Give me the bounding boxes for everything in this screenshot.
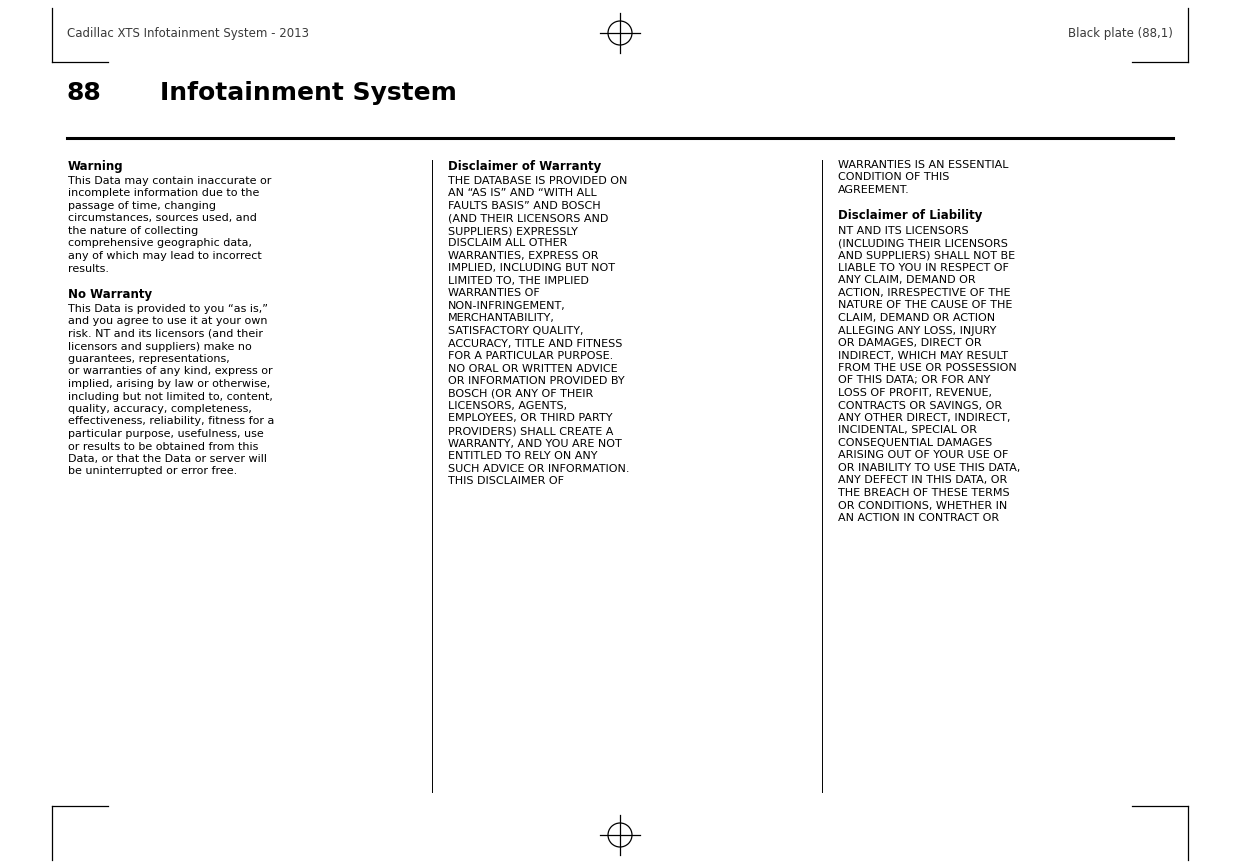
Text: FAULTS BASIS” AND BOSCH: FAULTS BASIS” AND BOSCH <box>448 201 600 211</box>
Text: INDIRECT, WHICH MAY RESULT: INDIRECT, WHICH MAY RESULT <box>838 351 1008 360</box>
Text: Infotainment System: Infotainment System <box>160 81 456 105</box>
Text: OR INFORMATION PROVIDED BY: OR INFORMATION PROVIDED BY <box>448 376 625 386</box>
Text: OR DAMAGES, DIRECT OR: OR DAMAGES, DIRECT OR <box>838 338 982 348</box>
Text: IMPLIED, INCLUDING BUT NOT: IMPLIED, INCLUDING BUT NOT <box>448 264 615 273</box>
Text: NT AND ITS LICENSORS: NT AND ITS LICENSORS <box>838 226 968 235</box>
Text: incomplete information due to the: incomplete information due to the <box>68 188 259 199</box>
Text: AN ACTION IN CONTRACT OR: AN ACTION IN CONTRACT OR <box>838 513 999 523</box>
Text: This Data is provided to you “as is,”: This Data is provided to you “as is,” <box>68 304 268 314</box>
Text: the nature of collecting: the nature of collecting <box>68 226 198 236</box>
Text: NO ORAL OR WRITTEN ADVICE: NO ORAL OR WRITTEN ADVICE <box>448 364 618 373</box>
Text: results.: results. <box>68 264 109 273</box>
Text: This Data may contain inaccurate or: This Data may contain inaccurate or <box>68 176 272 186</box>
Text: SUCH ADVICE OR INFORMATION.: SUCH ADVICE OR INFORMATION. <box>448 464 630 474</box>
Text: AGREEMENT.: AGREEMENT. <box>838 185 910 195</box>
Text: 88: 88 <box>67 81 102 105</box>
Text: CONSEQUENTIAL DAMAGES: CONSEQUENTIAL DAMAGES <box>838 438 992 448</box>
Text: NON-INFRINGEMENT,: NON-INFRINGEMENT, <box>448 301 565 311</box>
Text: (INCLUDING THEIR LICENSORS: (INCLUDING THEIR LICENSORS <box>838 238 1008 248</box>
Text: ACTION, IRRESPECTIVE OF THE: ACTION, IRRESPECTIVE OF THE <box>838 288 1011 298</box>
Text: FROM THE USE OR POSSESSION: FROM THE USE OR POSSESSION <box>838 363 1017 373</box>
Text: SATISFACTORY QUALITY,: SATISFACTORY QUALITY, <box>448 326 584 336</box>
Text: LOSS OF PROFIT, REVENUE,: LOSS OF PROFIT, REVENUE, <box>838 388 992 398</box>
Text: quality, accuracy, completeness,: quality, accuracy, completeness, <box>68 404 252 414</box>
Text: Warning: Warning <box>68 160 124 173</box>
Text: implied, arising by law or otherwise,: implied, arising by law or otherwise, <box>68 379 270 389</box>
Text: THE DATABASE IS PROVIDED ON: THE DATABASE IS PROVIDED ON <box>448 176 627 186</box>
Text: and you agree to use it at your own: and you agree to use it at your own <box>68 317 268 326</box>
Text: or results to be obtained from this: or results to be obtained from this <box>68 442 258 451</box>
Text: DISCLAIM ALL OTHER: DISCLAIM ALL OTHER <box>448 239 568 248</box>
Text: ACCURACY, TITLE AND FITNESS: ACCURACY, TITLE AND FITNESS <box>448 339 622 348</box>
Text: particular purpose, usefulness, use: particular purpose, usefulness, use <box>68 429 264 439</box>
Text: LIABLE TO YOU IN RESPECT OF: LIABLE TO YOU IN RESPECT OF <box>838 263 1009 273</box>
Text: ANY CLAIM, DEMAND OR: ANY CLAIM, DEMAND OR <box>838 275 976 286</box>
Text: comprehensive geographic data,: comprehensive geographic data, <box>68 239 252 248</box>
Text: including but not limited to, content,: including but not limited to, content, <box>68 391 273 402</box>
Text: WARRANTIES, EXPRESS OR: WARRANTIES, EXPRESS OR <box>448 251 599 261</box>
Text: AND SUPPLIERS) SHALL NOT BE: AND SUPPLIERS) SHALL NOT BE <box>838 251 1016 260</box>
Text: NATURE OF THE CAUSE OF THE: NATURE OF THE CAUSE OF THE <box>838 300 1012 311</box>
Text: Data, or that the Data or server will: Data, or that the Data or server will <box>68 454 267 464</box>
Text: EMPLOYEES, OR THIRD PARTY: EMPLOYEES, OR THIRD PARTY <box>448 413 613 424</box>
Text: effectiveness, reliability, fitness for a: effectiveness, reliability, fitness for … <box>68 417 274 426</box>
Text: PROVIDERS) SHALL CREATE A: PROVIDERS) SHALL CREATE A <box>448 426 614 436</box>
Text: CONDITION OF THIS: CONDITION OF THIS <box>838 173 950 182</box>
Text: ANY DEFECT IN THIS DATA, OR: ANY DEFECT IN THIS DATA, OR <box>838 476 1007 485</box>
Text: ARISING OUT OF YOUR USE OF: ARISING OUT OF YOUR USE OF <box>838 450 1008 461</box>
Text: THIS DISCLAIMER OF: THIS DISCLAIMER OF <box>448 476 564 486</box>
Text: ALLEGING ANY LOSS, INJURY: ALLEGING ANY LOSS, INJURY <box>838 326 997 336</box>
Text: ENTITLED TO RELY ON ANY: ENTITLED TO RELY ON ANY <box>448 451 598 461</box>
Text: guarantees, representations,: guarantees, representations, <box>68 354 229 364</box>
Text: (AND THEIR LICENSORS AND: (AND THEIR LICENSORS AND <box>448 214 609 223</box>
Text: OR INABILITY TO USE THIS DATA,: OR INABILITY TO USE THIS DATA, <box>838 463 1021 473</box>
Text: AN “AS IS” AND “WITH ALL: AN “AS IS” AND “WITH ALL <box>448 188 596 199</box>
Text: any of which may lead to incorrect: any of which may lead to incorrect <box>68 251 262 261</box>
Text: OR CONDITIONS, WHETHER IN: OR CONDITIONS, WHETHER IN <box>838 501 1007 510</box>
Text: WARRANTIES OF: WARRANTIES OF <box>448 288 539 299</box>
Text: be uninterrupted or error free.: be uninterrupted or error free. <box>68 466 237 477</box>
Text: LIMITED TO, THE IMPLIED: LIMITED TO, THE IMPLIED <box>448 276 589 286</box>
Text: Cadillac XTS Infotainment System - 2013: Cadillac XTS Infotainment System - 2013 <box>67 27 309 40</box>
Text: licensors and suppliers) make no: licensors and suppliers) make no <box>68 341 252 352</box>
Text: WARRANTIES IS AN ESSENTIAL: WARRANTIES IS AN ESSENTIAL <box>838 160 1008 170</box>
Text: BOSCH (OR ANY OF THEIR: BOSCH (OR ANY OF THEIR <box>448 389 593 398</box>
Text: passage of time, changing: passage of time, changing <box>68 201 216 211</box>
Text: risk. NT and its licensors (and their: risk. NT and its licensors (and their <box>68 329 263 339</box>
Text: Black plate (88,1): Black plate (88,1) <box>1068 27 1173 40</box>
Text: Disclaimer of Warranty: Disclaimer of Warranty <box>448 160 601 173</box>
Text: MERCHANTABILITY,: MERCHANTABILITY, <box>448 313 554 324</box>
Text: No Warranty: No Warranty <box>68 288 153 301</box>
Text: or warranties of any kind, express or: or warranties of any kind, express or <box>68 366 273 377</box>
Text: ANY OTHER DIRECT, INDIRECT,: ANY OTHER DIRECT, INDIRECT, <box>838 413 1011 423</box>
Text: THE BREACH OF THESE TERMS: THE BREACH OF THESE TERMS <box>838 488 1009 498</box>
Text: CONTRACTS OR SAVINGS, OR: CONTRACTS OR SAVINGS, OR <box>838 400 1002 411</box>
Text: OF THIS DATA; OR FOR ANY: OF THIS DATA; OR FOR ANY <box>838 376 991 385</box>
Text: SUPPLIERS) EXPRESSLY: SUPPLIERS) EXPRESSLY <box>448 226 578 236</box>
Text: WARRANTY, AND YOU ARE NOT: WARRANTY, AND YOU ARE NOT <box>448 438 621 449</box>
Text: FOR A PARTICULAR PURPOSE.: FOR A PARTICULAR PURPOSE. <box>448 351 614 361</box>
Text: Disclaimer of Liability: Disclaimer of Liability <box>838 209 982 222</box>
Text: INCIDENTAL, SPECIAL OR: INCIDENTAL, SPECIAL OR <box>838 425 977 436</box>
Text: CLAIM, DEMAND OR ACTION: CLAIM, DEMAND OR ACTION <box>838 313 996 323</box>
Text: LICENSORS, AGENTS,: LICENSORS, AGENTS, <box>448 401 567 411</box>
Text: circumstances, sources used, and: circumstances, sources used, and <box>68 214 257 223</box>
